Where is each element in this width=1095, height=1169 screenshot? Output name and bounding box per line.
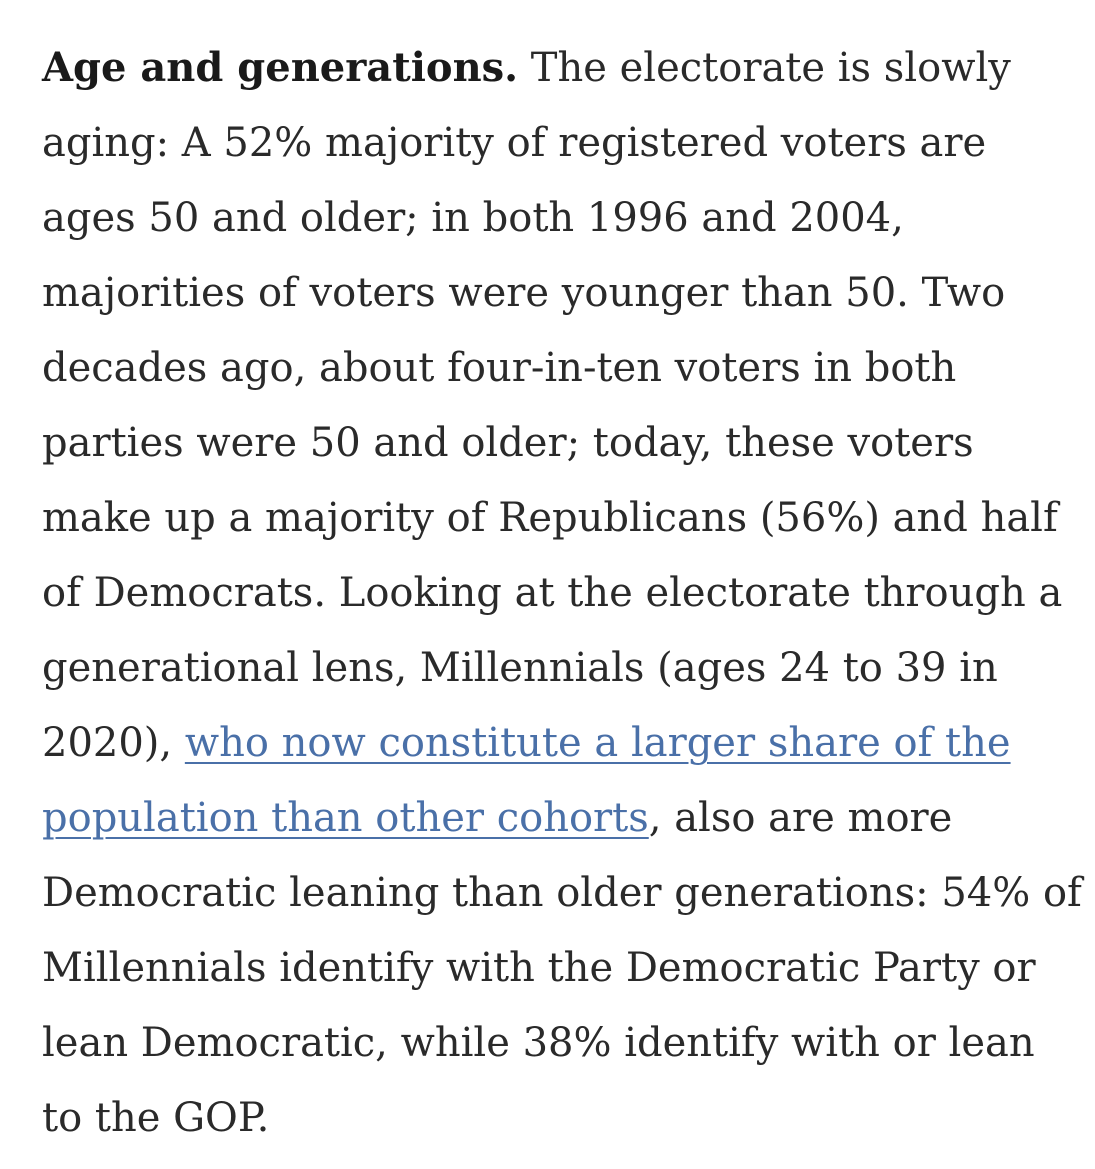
article-paragraph: Age and generations. The electorate is s… [42,30,1087,1156]
body-text-before-link: The electorate is slowly aging: A 52% ma… [42,45,1063,766]
lead-in-heading: Age and generations. [42,44,519,91]
cohorts-population-link[interactable]: who now constitute a larger share of the… [42,720,1011,841]
body-text-after-link: , also are more Democratic leaning than … [42,795,1082,1141]
